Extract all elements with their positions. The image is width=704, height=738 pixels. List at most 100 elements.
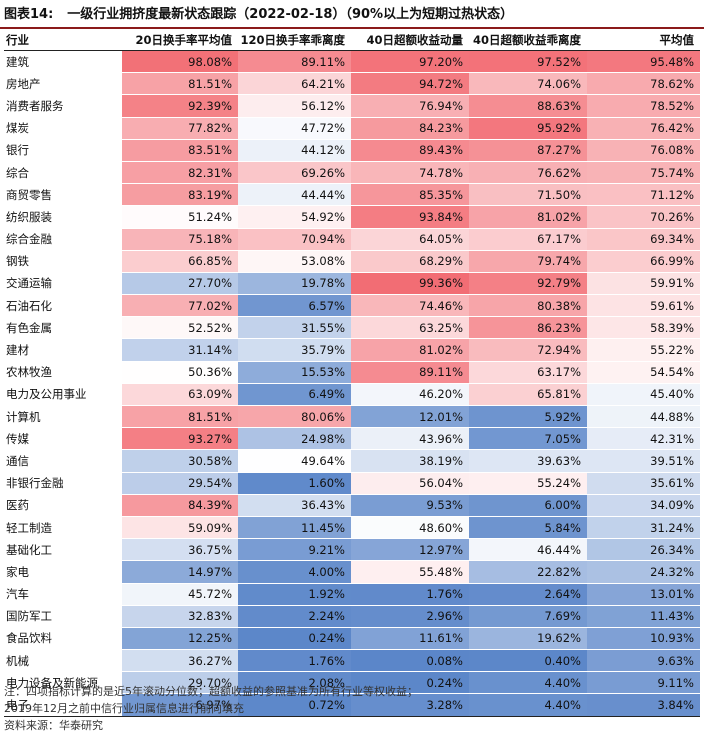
cell-turnover-20d: 63.09% — [122, 383, 238, 407]
cell-turnover-20d: 31.14% — [122, 338, 238, 362]
cell-turnover-deviation-120d: 6.49% — [238, 383, 351, 407]
table-row: 非银行金融 29.54% 1.60% 56.04% 55.24% 35.61% — [4, 472, 700, 495]
cell-turnover-deviation-120d: 19.78% — [238, 272, 351, 296]
cell-turnover-deviation-120d: 1.76% — [238, 649, 351, 673]
table-row: 房地产 81.51% 64.21% 94.72% 74.06% 78.62% — [4, 72, 700, 96]
cell-average: 54.54% — [587, 361, 700, 384]
industry-name: 消费者服务 — [4, 94, 122, 118]
industry-name: 钢铁 — [4, 250, 122, 273]
cell-turnover-deviation-120d: 53.08% — [238, 250, 351, 273]
cell-turnover-20d: 27.70% — [122, 272, 238, 296]
header-turnover-20d: 20日换手率平均值 — [122, 30, 238, 51]
cell-excess-momentum-40d: 94.72% — [351, 72, 469, 96]
cell-excess-momentum-40d: 2.96% — [351, 605, 469, 628]
cell-turnover-20d: 81.51% — [122, 405, 238, 429]
cell-turnover-20d: 6.97% — [122, 693, 238, 717]
industry-name: 电子 — [4, 693, 122, 717]
table-row: 综合 82.31% 69.26% 74.78% 76.62% 75.74% — [4, 161, 700, 185]
table-row: 综合金融 75.18% 70.94% 64.05% 67.17% 69.34% — [4, 228, 700, 251]
cell-excess-momentum-40d: 12.97% — [351, 538, 469, 562]
cell-turnover-deviation-120d: 2.24% — [238, 605, 351, 628]
cell-average: 42.31% — [587, 427, 700, 451]
note-line-1: 注：四项指标计算的是近5年滚动分位数；超额收益的参照基准为所有行业等权收益； — [4, 685, 418, 698]
cell-excess-momentum-40d: 11.61% — [351, 627, 469, 651]
cell-average: 76.08% — [587, 139, 700, 162]
header-excess-deviation-40d: 40日超额收益乖离度 — [469, 30, 587, 51]
table-row: 基础化工 36.75% 9.21% 12.97% 46.44% 26.34% — [4, 538, 700, 562]
cell-excess-deviation-40d: 71.50% — [469, 183, 587, 207]
cell-average: 9.11% — [587, 671, 700, 695]
cell-excess-deviation-40d: 80.38% — [469, 294, 587, 318]
industry-name: 家电 — [4, 560, 122, 584]
cell-excess-deviation-40d: 67.17% — [469, 228, 587, 251]
cell-turnover-deviation-120d: 0.24% — [238, 627, 351, 651]
cell-turnover-20d: 36.75% — [122, 538, 238, 562]
cell-excess-deviation-40d: 74.06% — [469, 72, 587, 96]
table-row: 计算机 81.51% 80.06% 12.01% 5.92% 44.88% — [4, 405, 700, 429]
cell-turnover-deviation-120d: 24.98% — [238, 427, 351, 451]
industry-name: 机械 — [4, 649, 122, 673]
table-row: 国防军工 32.83% 2.24% 2.96% 7.69% 11.43% — [4, 605, 700, 628]
cell-excess-deviation-40d: 88.63% — [469, 94, 587, 118]
cell-turnover-20d: 50.36% — [122, 361, 238, 384]
cell-turnover-deviation-120d: 80.06% — [238, 405, 351, 429]
cell-excess-momentum-40d: 43.96% — [351, 427, 469, 451]
cell-excess-momentum-40d: 76.94% — [351, 94, 469, 118]
header-average: 平均值 — [587, 30, 700, 51]
cell-turnover-20d: 30.58% — [122, 449, 238, 473]
header-industry: 行业 — [4, 30, 122, 51]
industry-name: 有色金属 — [4, 316, 122, 340]
cell-turnover-deviation-120d: 44.12% — [238, 139, 351, 162]
cell-average: 24.32% — [587, 560, 700, 584]
figure-title: 图表14: 一级行业拥挤度最新状态跟踪（2022-02-18）（90%以上为短期过… — [4, 4, 700, 26]
table-row: 消费者服务 92.39% 56.12% 76.94% 88.63% 78.52% — [4, 94, 700, 118]
cell-average: 31.24% — [587, 516, 700, 540]
cell-excess-momentum-40d: 81.02% — [351, 338, 469, 362]
table-row: 电力设备及新能源 29.70% 2.08% 0.24% 4.40% 9.11% — [4, 671, 700, 695]
cell-excess-momentum-40d: 68.29% — [351, 250, 469, 273]
industry-name: 商贸零售 — [4, 183, 122, 207]
industry-name: 电力及公用事业 — [4, 383, 122, 407]
table-row: 煤炭 77.82% 47.72% 84.23% 95.92% 76.42% — [4, 117, 700, 140]
cell-turnover-20d: 36.27% — [122, 649, 238, 673]
cell-excess-deviation-40d: 5.84% — [469, 516, 587, 540]
title-rule — [0, 27, 704, 29]
cell-excess-momentum-40d: 56.04% — [351, 472, 469, 495]
cell-excess-momentum-40d: 1.76% — [351, 583, 469, 606]
cell-turnover-20d: 14.97% — [122, 560, 238, 584]
industry-name: 煤炭 — [4, 117, 122, 140]
cell-turnover-deviation-120d: 9.21% — [238, 538, 351, 562]
table-row: 食品饮料 12.25% 0.24% 11.61% 19.62% 10.93% — [4, 627, 700, 651]
industry-name: 汽车 — [4, 583, 122, 606]
cell-turnover-20d: 81.51% — [122, 72, 238, 96]
cell-excess-momentum-40d: 74.78% — [351, 161, 469, 185]
table-row: 建材 31.14% 35.79% 81.02% 72.94% 55.22% — [4, 338, 700, 362]
industry-name: 轻工制造 — [4, 516, 122, 540]
cell-turnover-deviation-120d: 15.53% — [238, 361, 351, 384]
industry-name: 建筑 — [4, 50, 122, 74]
cell-average: 59.91% — [587, 272, 700, 296]
industry-name: 银行 — [4, 139, 122, 162]
industry-name: 房地产 — [4, 72, 122, 96]
cell-excess-momentum-40d: 84.23% — [351, 117, 469, 140]
table-row: 通信 30.58% 49.64% 38.19% 39.63% 39.51% — [4, 449, 700, 473]
cell-turnover-20d: 82.31% — [122, 161, 238, 185]
cell-turnover-20d: 83.51% — [122, 139, 238, 162]
cell-excess-deviation-40d: 0.40% — [469, 649, 587, 673]
cell-excess-momentum-40d: 63.25% — [351, 316, 469, 340]
table-row: 建筑 98.08% 89.11% 97.20% 97.52% 95.48% — [4, 50, 700, 74]
table-row: 家电 14.97% 4.00% 55.48% 22.82% 24.32% — [4, 560, 700, 584]
industry-name: 综合 — [4, 161, 122, 185]
cell-average: 78.52% — [587, 94, 700, 118]
cell-average: 71.12% — [587, 183, 700, 207]
cell-excess-deviation-40d: 63.17% — [469, 361, 587, 384]
cell-turnover-deviation-120d: 56.12% — [238, 94, 351, 118]
cell-average: 76.42% — [587, 117, 700, 140]
cell-excess-momentum-40d: 97.20% — [351, 50, 469, 74]
cell-excess-momentum-40d: 64.05% — [351, 228, 469, 251]
cell-average: 78.62% — [587, 72, 700, 96]
cell-excess-deviation-40d: 55.24% — [469, 472, 587, 495]
cell-average: 44.88% — [587, 405, 700, 429]
cell-turnover-20d: 83.19% — [122, 183, 238, 207]
cell-excess-momentum-40d: 55.48% — [351, 560, 469, 584]
